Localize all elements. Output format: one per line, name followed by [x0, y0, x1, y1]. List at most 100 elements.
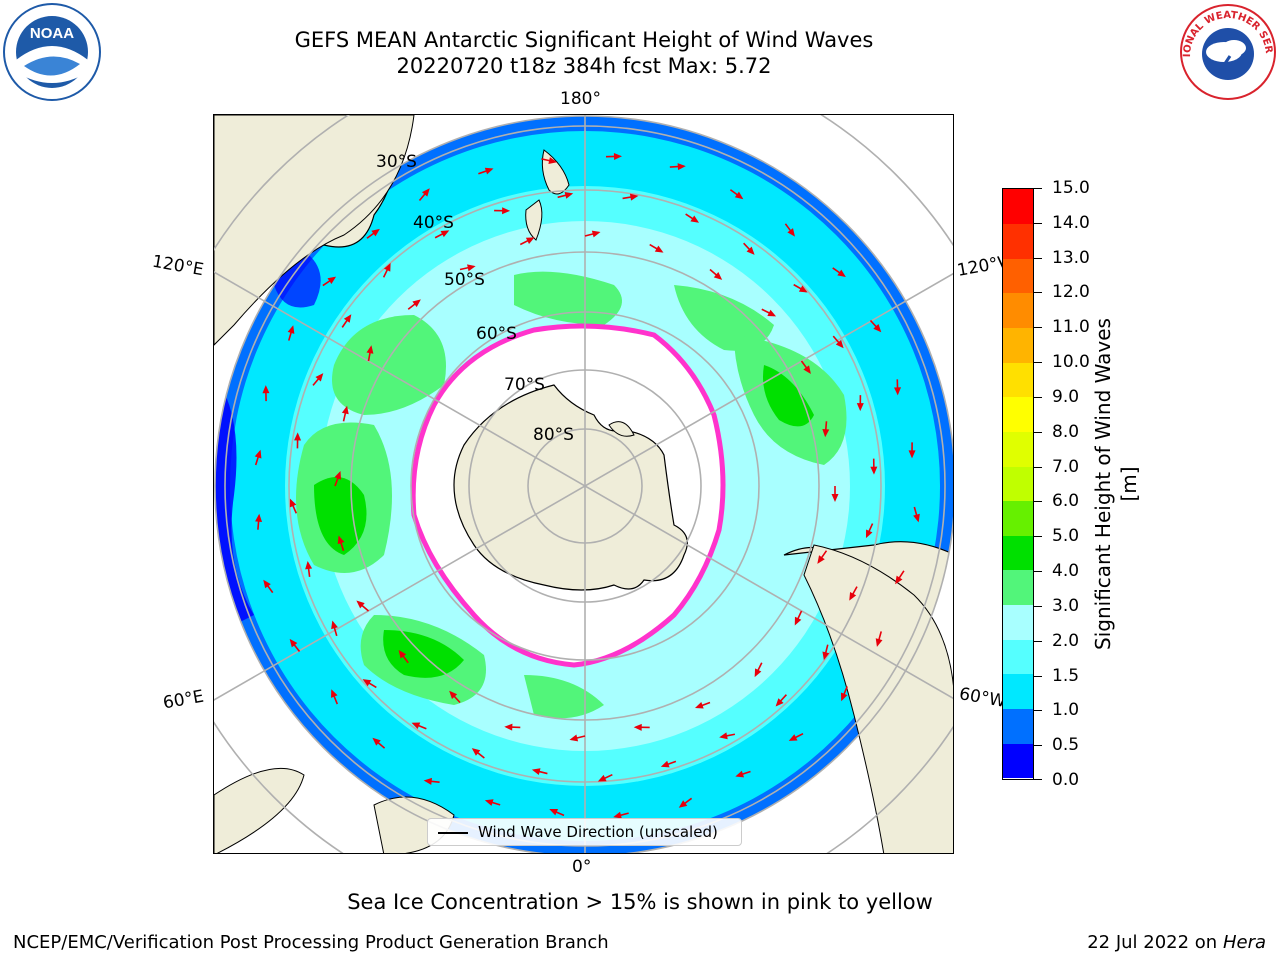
- wave-arrow-head: [767, 309, 777, 317]
- wave-arrow-head: [289, 498, 297, 508]
- colorbar-tick-label: 15.0: [1052, 178, 1090, 198]
- wave-arrow-head: [262, 385, 270, 394]
- wave-arrow-head: [440, 230, 450, 238]
- colorbar-segment: [1003, 743, 1033, 779]
- legend-line-icon: [438, 832, 468, 834]
- wave-arrow-head: [865, 529, 873, 539]
- colorbar-tick-label: 13.0: [1052, 247, 1090, 268]
- wave-arrow-head: [660, 760, 670, 768]
- wave-arrow-head: [343, 314, 352, 323]
- colorbar-segment: [1003, 535, 1033, 571]
- wave-arrow-head: [484, 167, 494, 175]
- wave-arrow-head: [837, 269, 846, 278]
- colorbar: [1002, 188, 1034, 780]
- wave-arrow-head: [817, 555, 825, 564]
- wave-arrow-head: [788, 734, 798, 741]
- polar-map: [214, 115, 953, 853]
- wave-arrow-head: [315, 373, 324, 382]
- colorbar-tick: [1034, 710, 1042, 712]
- colorbar-tick: [1034, 327, 1042, 329]
- wave-arrow-head: [754, 668, 762, 678]
- wave-arrow-head: [569, 734, 579, 742]
- colorbar-segment: [1003, 258, 1033, 294]
- wave-arrow-head: [398, 650, 407, 659]
- footer-credit: NCEP/EMC/Verification Post Processing Pr…: [13, 932, 609, 953]
- colorbar-segment: [1003, 189, 1033, 224]
- wave-arrow-head: [908, 450, 916, 459]
- colorbar-segment: [1003, 570, 1033, 606]
- colorbar-tick: [1034, 292, 1042, 294]
- wave-arrow-head: [794, 616, 802, 626]
- colorbar-tick-label: 1.5: [1052, 665, 1080, 686]
- wave-arrow-head: [331, 620, 338, 630]
- colorbar-tick-label: 0.0: [1052, 770, 1080, 790]
- wave-arrow-head: [411, 722, 421, 730]
- new-zealand-land: [525, 149, 570, 241]
- wave-arrow-head: [597, 774, 607, 782]
- wave-arrow-head: [362, 679, 372, 687]
- colorbar-segment: [1003, 292, 1033, 328]
- wave-arrow-head: [840, 692, 848, 702]
- wave-arrow-head: [822, 651, 830, 661]
- wave-arrow-head: [633, 723, 642, 731]
- wave-arrow-head: [835, 339, 844, 349]
- wave-arrow-head: [366, 345, 374, 354]
- colorbar-tick-label: 4.0: [1052, 561, 1080, 582]
- wave-arrow-head: [525, 237, 535, 245]
- wave-arrow-head: [831, 494, 839, 502]
- lat-label-80s: 80°S: [533, 425, 574, 445]
- wave-arrow-head: [798, 285, 808, 293]
- wave-arrow-head: [531, 768, 541, 776]
- wave-arrow-head: [449, 690, 458, 700]
- wave-arrow-head: [255, 513, 263, 522]
- colorbar-tick: [1034, 431, 1042, 433]
- colorbar-segment: [1003, 431, 1033, 467]
- wave-arrow-head: [372, 737, 381, 746]
- colorbar-tick: [1034, 396, 1042, 398]
- noaa-logo-icon: NOAA: [2, 2, 102, 102]
- wave-arrow-head: [331, 689, 338, 698]
- wave-arrow-head: [412, 299, 421, 308]
- colorbar-tick-label: 8.0: [1052, 421, 1080, 442]
- wave-arrow-head: [734, 191, 744, 200]
- sea-ice-footnote: Sea Ice Concentration > 15% is shown in …: [347, 890, 933, 914]
- colorbar-tick-label: 1.0: [1052, 700, 1080, 721]
- wave-arrow-head: [548, 157, 557, 165]
- footer-date: 22 Jul 2022 on Hera: [1087, 932, 1266, 953]
- lon-label-60e: 60°E: [161, 686, 206, 714]
- lat-label-60s: 60°S: [476, 324, 517, 344]
- wave-arrow-head: [294, 432, 302, 441]
- noaa-logo-text: NOAA: [30, 25, 74, 42]
- map-panel: [213, 114, 954, 854]
- graticule: [214, 115, 953, 853]
- wave-arrow-head: [337, 535, 345, 545]
- colorbar-tick-label: 3.0: [1052, 595, 1080, 616]
- wave-arrow-head: [803, 365, 811, 374]
- colorbar-tick: [1034, 779, 1042, 780]
- wave-arrow-head: [371, 228, 380, 237]
- wave-arrow-head: [677, 163, 686, 171]
- wave-arrow-head: [383, 262, 391, 272]
- colorbar-tick-label: 12.0: [1052, 282, 1090, 303]
- wave-arrow-head: [775, 698, 784, 707]
- wave-arrow-head: [502, 207, 511, 215]
- nws-logo-icon: NATIONAL WEATHER SERVICE: [1174, 0, 1278, 102]
- wave-arrow-head: [787, 228, 795, 237]
- wave-arrow-head: [629, 193, 639, 201]
- wave-arrow-head: [471, 748, 481, 756]
- chart-subtitle: 20220720 t18z 384h fcst Max: 5.72: [396, 54, 772, 78]
- colorbar-tick: [1034, 188, 1042, 189]
- colorbar-tick-label: 6.0: [1052, 491, 1080, 512]
- wave-arrow-head: [895, 575, 903, 585]
- footer-date-text: 22 Jul 2022 on: [1087, 932, 1223, 953]
- wave-arrow-head: [421, 188, 430, 197]
- lon-label-180: 180°: [560, 89, 601, 109]
- wave-arrow-head: [289, 638, 298, 648]
- wind-wave-arrows: [254, 152, 920, 819]
- lat-label-70s: 70°S: [504, 375, 545, 395]
- wave-arrow-head: [913, 513, 920, 523]
- colorbar-segment: [1003, 362, 1033, 398]
- wave-arrow-head: [564, 191, 574, 199]
- colorbar-segment: [1003, 639, 1033, 675]
- colorbar-tick-label: 5.0: [1052, 526, 1080, 547]
